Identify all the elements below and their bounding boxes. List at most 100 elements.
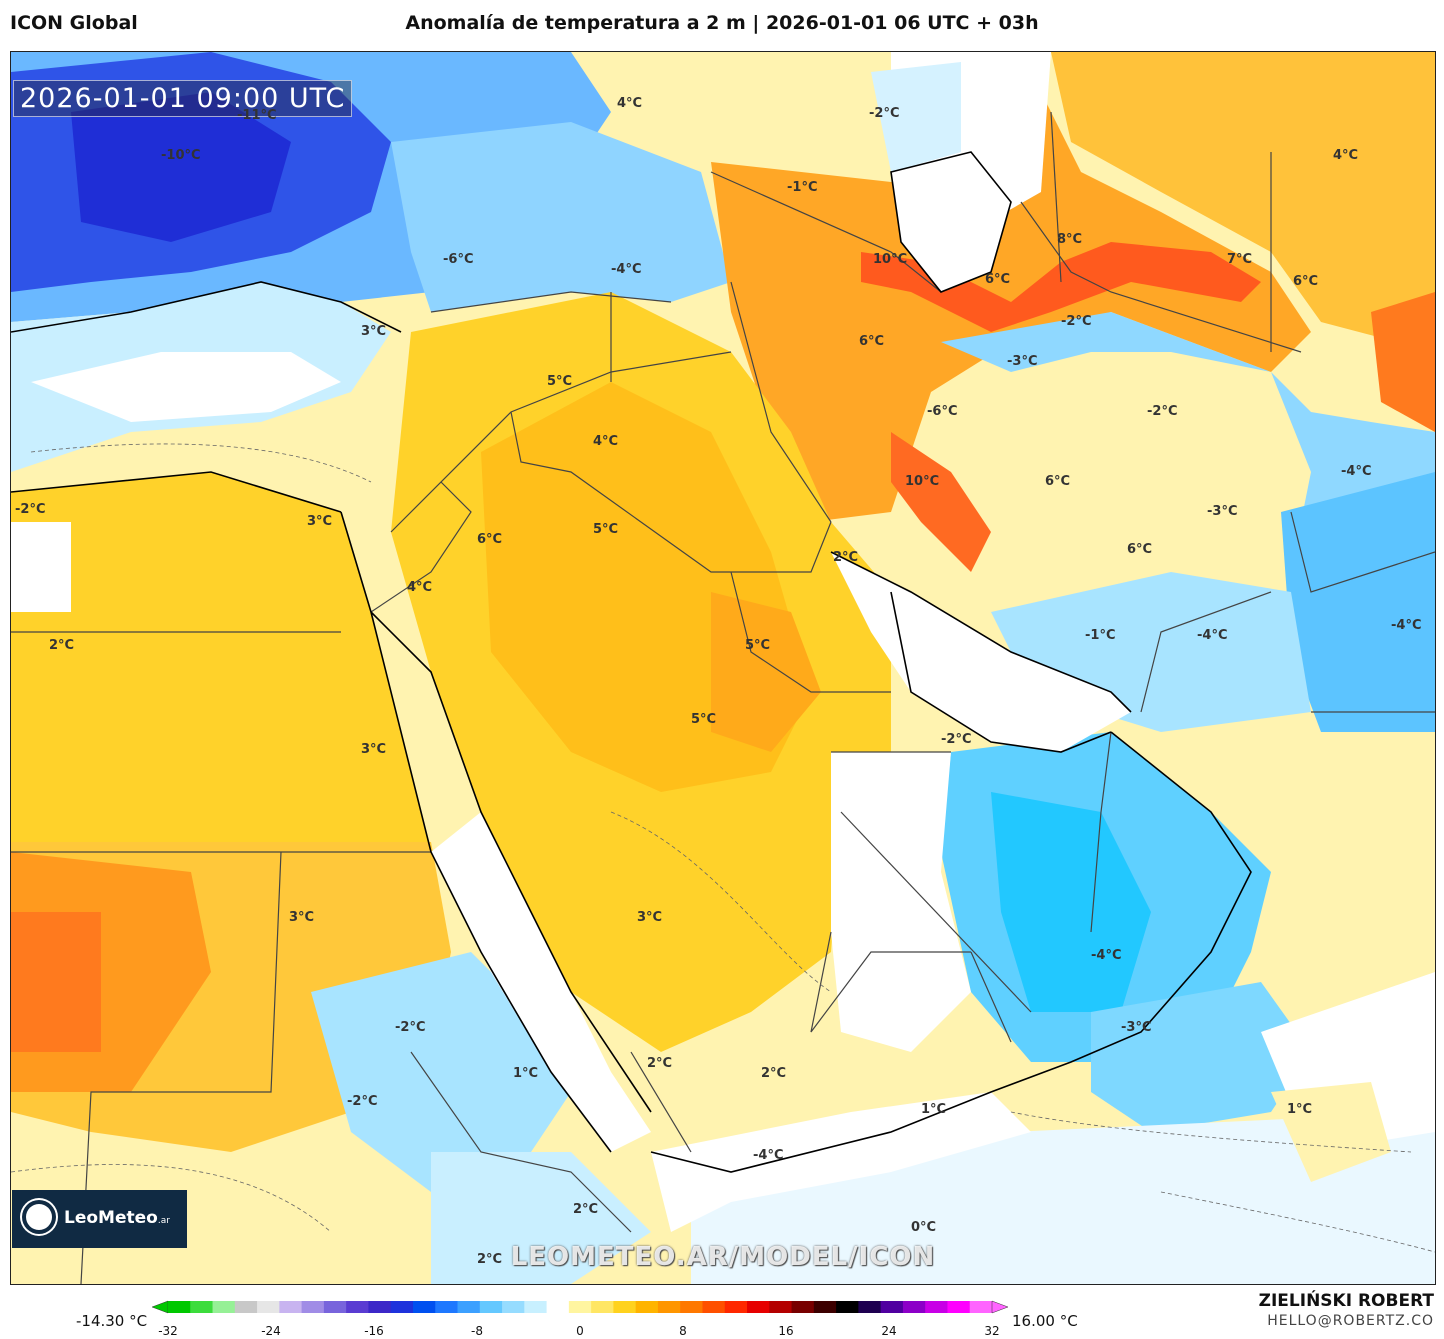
contour-label: -4°C — [611, 262, 642, 277]
contour-label: -2°C — [347, 1094, 378, 1109]
contour-label: 6°C — [1293, 274, 1319, 289]
colorbar-cell — [969, 1301, 993, 1313]
contour-label: -3°C — [1207, 504, 1238, 519]
contour-label: 4°C — [1333, 148, 1359, 163]
contour-label: 2°C — [49, 638, 75, 653]
colorbar-cell — [257, 1301, 280, 1313]
contour-label: 5°C — [691, 712, 717, 727]
colorbar-cell — [724, 1301, 748, 1313]
colorbar-cell — [212, 1301, 236, 1313]
isotherm-contours — [11, 443, 1435, 1253]
colorbar-cell — [279, 1301, 303, 1313]
contour-label: -10°C — [161, 148, 201, 163]
contour-label: 8°C — [1057, 232, 1083, 247]
contour-label: 0°C — [911, 1220, 937, 1235]
contour-label: -1°C — [787, 180, 818, 195]
colorbar-cell — [813, 1301, 837, 1313]
contour-label: 3°C — [361, 742, 387, 757]
colorbar-tick-label: 32 — [984, 1324, 1000, 1338]
contour-label: -4°C — [1341, 464, 1372, 479]
contour-label: -4°C — [753, 1148, 784, 1163]
colorbar-cell — [858, 1301, 882, 1313]
colorbar-tick-label: -8 — [471, 1324, 483, 1338]
colorbar-max-arrow — [991, 1300, 1008, 1314]
contour-label: 2°C — [477, 1252, 503, 1267]
contour-label: 3°C — [307, 514, 333, 529]
colorbar-cell — [680, 1301, 703, 1313]
hot-zone-arabia-core — [711, 592, 821, 752]
colorbar-cell — [880, 1301, 904, 1313]
contour-label: 2°C — [647, 1056, 673, 1071]
logo-text: LeoMeteo.ar — [64, 1208, 170, 1228]
colorbar-tick-label: 0 — [576, 1324, 584, 1338]
warm-zone-egypt — [11, 472, 431, 852]
contour-label: 5°C — [547, 374, 573, 389]
colorbar-cell — [769, 1301, 793, 1313]
red-sea — [431, 812, 651, 1152]
contour-label: 6°C — [985, 272, 1011, 287]
colorbar-cell — [747, 1301, 770, 1313]
contour-label: -6°C — [443, 252, 474, 267]
cool-zone-ethiopia — [311, 952, 571, 1192]
colorbar-cell — [190, 1301, 214, 1313]
colorbar-cell — [902, 1301, 926, 1313]
warm-zone-central-asia — [1051, 52, 1435, 352]
colorbar-cell — [591, 1301, 614, 1313]
contour-label: -1°C — [1085, 628, 1116, 643]
author-email[interactable]: HELLO@ROBERTZ.CO — [1267, 1313, 1434, 1329]
watermark: LEOMETEO.AR/MODEL/ICON — [510, 1242, 936, 1272]
colorbar-cell — [323, 1301, 347, 1313]
contour-label: 2°C — [573, 1202, 599, 1217]
colorbar-cell — [791, 1301, 815, 1313]
cold-zone-med-light — [31, 352, 341, 422]
colorbar-max-label: 16.00 °C — [1012, 1312, 1078, 1330]
colorbar-cell — [613, 1301, 637, 1313]
contour-label: 1°C — [921, 1102, 947, 1117]
colorbar-cell — [502, 1301, 525, 1313]
contour-label: 3°C — [637, 910, 663, 925]
cold-zone-pakistan — [1281, 472, 1435, 732]
contour-label: -2°C — [395, 1020, 426, 1035]
contour-label: -4°C — [1091, 948, 1122, 963]
contour-label: 10°C — [905, 474, 940, 489]
hot-zone-west-core — [11, 912, 101, 1052]
map-title: Anomalía de temperatura a 2 m | 2026-01-… — [405, 12, 1039, 34]
author-name: ZIELIŃSKI ROBERT — [1258, 1291, 1434, 1311]
colorbar-cell — [836, 1301, 859, 1313]
colorbar-cell — [346, 1301, 369, 1313]
cool-zone-north — [871, 62, 961, 172]
persian-gulf — [831, 552, 1131, 752]
cold-zone-arabian-sea — [1091, 982, 1311, 1132]
valid-time-stamp: 2026-01-01 09:00 UTC — [13, 80, 353, 117]
temperature-anomaly-map — [11, 52, 1435, 1284]
colorbar-cell — [234, 1301, 258, 1313]
deep-cold-core — [71, 92, 291, 242]
contour-label: 4°C — [593, 434, 619, 449]
header: ICON Global Anomalía de temperatura a 2 … — [0, 0, 1444, 50]
cold-zone-turkey — [391, 122, 731, 312]
coastlines — [11, 151, 1252, 1173]
colorbar-cells — [152, 1300, 1008, 1314]
contour-label: -2°C — [1147, 404, 1178, 419]
contour-label: 6°C — [859, 334, 885, 349]
contour-label: -2°C — [941, 732, 972, 747]
contour-label: 6°C — [1127, 542, 1153, 557]
contour-label: 1°C — [1287, 1102, 1313, 1117]
contour-label: -2°C — [869, 106, 900, 121]
contour-label: -2°C — [15, 502, 46, 517]
warm-zone-far-east — [1371, 292, 1435, 432]
colorbar — [152, 1300, 1008, 1314]
contour-label: 4°C — [407, 580, 433, 595]
contour-label: 3°C — [361, 324, 387, 339]
colorbar-tick-label: 16 — [778, 1324, 794, 1338]
contour-label: 2°C — [761, 1066, 787, 1081]
contour-label: 5°C — [745, 638, 771, 653]
leometeo-logo[interactable]: LeoMeteo.ar — [12, 1190, 187, 1248]
sun-icon — [26, 1204, 52, 1230]
colorbar-cell — [568, 1301, 592, 1313]
map-panel[interactable]: 2026-01-01 09:00 UTC -10°C -11°C 4°C -2°… — [10, 51, 1436, 1285]
contour-label: -2°C — [1061, 314, 1092, 329]
cold-zone-oman-core — [991, 792, 1151, 1012]
neutral-zone-west — [11, 522, 71, 612]
neutral-zone-rub-al-khali — [831, 752, 971, 1052]
